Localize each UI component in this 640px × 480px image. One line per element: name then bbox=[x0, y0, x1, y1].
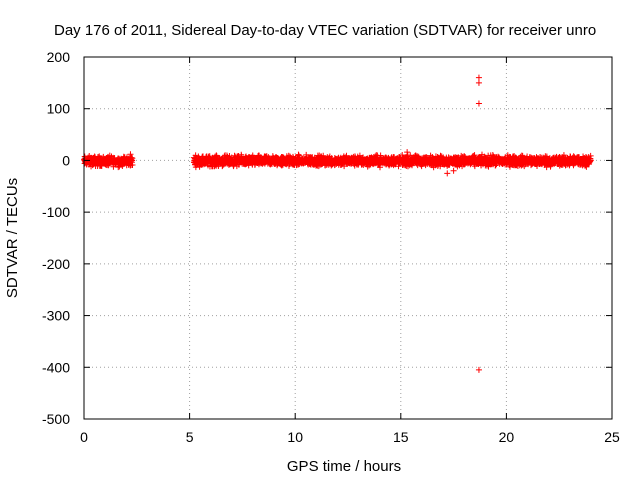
x-tick-labels: 0 5 10 15 20 25 bbox=[80, 429, 620, 445]
data-point bbox=[129, 161, 136, 168]
plot-frame bbox=[83, 56, 613, 420]
data-point bbox=[395, 163, 402, 170]
y-tick-label: -200 bbox=[42, 256, 70, 272]
y-tick-label: 200 bbox=[47, 49, 71, 65]
y-axis-title: SDTVAR / TECUs bbox=[4, 178, 21, 298]
y-tick-label: -100 bbox=[42, 204, 70, 220]
y-tick-label: 100 bbox=[47, 101, 71, 117]
x-tick-label: 0 bbox=[80, 429, 88, 445]
data-points bbox=[81, 74, 594, 373]
data-point bbox=[543, 164, 550, 171]
data-point bbox=[471, 152, 478, 159]
x-tick-label: 25 bbox=[604, 429, 620, 445]
data-point bbox=[587, 157, 594, 164]
grid bbox=[84, 57, 612, 419]
x-tick-label: 10 bbox=[287, 429, 303, 445]
x-tick-label: 20 bbox=[499, 429, 515, 445]
x-axis-title: GPS time / hours bbox=[287, 458, 401, 475]
data-point bbox=[129, 155, 136, 162]
axis-ticks bbox=[83, 56, 613, 420]
chart-title: Day 176 of 2011, Sidereal Day-to-day VTE… bbox=[54, 22, 596, 39]
data-point bbox=[475, 366, 482, 373]
x-tick-label: 15 bbox=[393, 429, 409, 445]
data-point bbox=[475, 74, 482, 81]
data-point bbox=[192, 152, 199, 159]
data-point bbox=[450, 167, 457, 174]
data-point bbox=[475, 79, 482, 86]
data-point bbox=[404, 149, 411, 156]
data-point bbox=[560, 152, 567, 159]
y-tick-labels: 200 100 0 -100 -200 -300 -400 -500 bbox=[42, 49, 70, 427]
y-tick-label: 0 bbox=[62, 152, 70, 168]
data-point bbox=[127, 151, 134, 158]
y-tick-label: -500 bbox=[42, 411, 70, 427]
y-tick-label: -300 bbox=[42, 308, 70, 324]
x-tick-label: 5 bbox=[186, 429, 194, 445]
y-tick-label: -400 bbox=[42, 359, 70, 375]
data-point bbox=[475, 100, 482, 107]
data-point bbox=[444, 170, 451, 177]
